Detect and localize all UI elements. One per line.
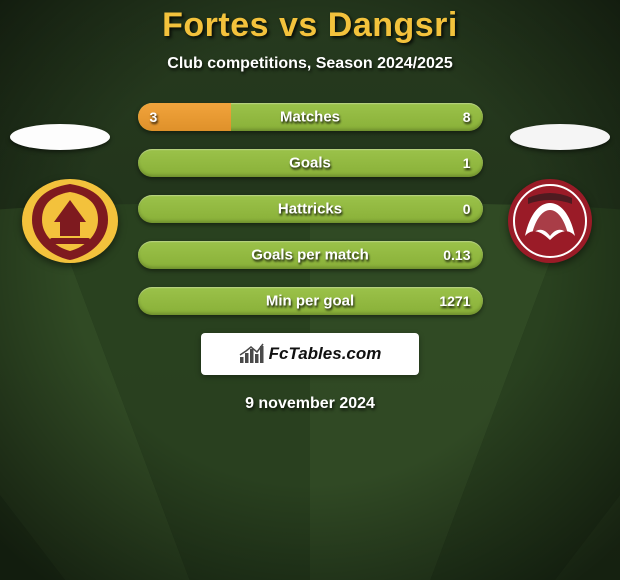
stat-value-right: 1 xyxy=(463,155,471,171)
bar-chart-icon xyxy=(239,343,265,365)
stat-label: Hattricks xyxy=(278,201,342,218)
stat-row: Goals 1 xyxy=(138,149,483,177)
stat-value-right: 0 xyxy=(463,201,471,217)
stat-value-right: 0.13 xyxy=(443,247,470,263)
branding-text: FcTables.com xyxy=(269,344,382,364)
date-text: 9 november 2024 xyxy=(0,395,620,413)
stat-row: Min per goal 1271 xyxy=(138,287,483,315)
stat-label: Min per goal xyxy=(266,293,354,310)
stat-row: Matches 3 8 xyxy=(138,103,483,131)
stat-value-right: 8 xyxy=(463,109,471,125)
page-title: Fortes vs Dangsri xyxy=(0,0,620,45)
page-subtitle: Club competitions, Season 2024/2025 xyxy=(0,55,620,73)
stat-row: Hattricks 0 xyxy=(138,195,483,223)
stat-label: Matches xyxy=(280,109,340,126)
stat-value-right: 1271 xyxy=(439,293,470,309)
stat-row: Goals per match 0.13 xyxy=(138,241,483,269)
stat-label: Goals xyxy=(289,155,331,172)
stat-value-left: 3 xyxy=(150,109,158,125)
stat-bars-column: Matches 3 8 Goals 1 Hattricks 0 Goals per match… xyxy=(138,103,483,315)
root-container: Fortes vs Dangsri Club competitions, Sea… xyxy=(0,0,620,580)
branding-card: FcTables.com xyxy=(201,333,419,375)
stat-label: Goals per match xyxy=(251,247,369,264)
comparison-area: Matches 3 8 Goals 1 Hattricks 0 Goals per match… xyxy=(0,103,620,413)
